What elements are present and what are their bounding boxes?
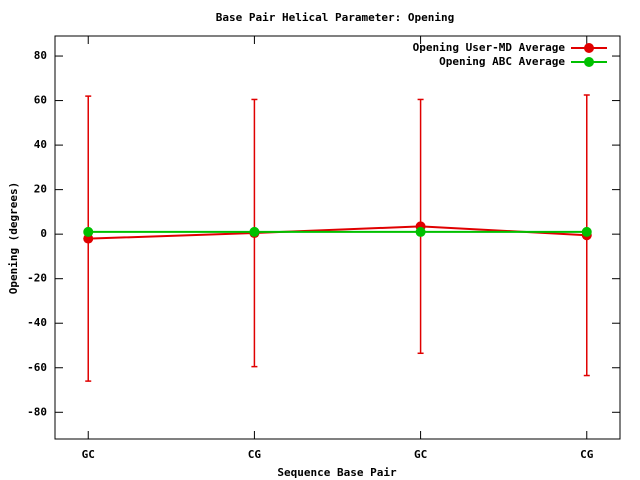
point [415, 226, 426, 237]
plot-frame [54, 35, 621, 440]
y-tick-label: 40 [34, 138, 47, 151]
legend-label: Opening User-MD Average [413, 41, 566, 54]
y-tick-label: -60 [27, 361, 47, 374]
point [581, 226, 592, 237]
y-tick-label: -40 [27, 316, 47, 329]
y-tick-label: 20 [34, 183, 47, 196]
y-tick-label: 0 [40, 227, 47, 240]
x-tick-label: GC [414, 448, 427, 461]
y-axis-label: Opening (degrees) [7, 182, 20, 295]
series-line [88, 225, 587, 240]
legend-label: Opening ABC Average [439, 55, 565, 68]
y-tick-label: 80 [34, 49, 47, 62]
point [249, 226, 260, 237]
y-tick-label: -20 [27, 272, 47, 285]
legend-marker [584, 57, 594, 67]
x-axis-label: Sequence Base Pair [277, 466, 397, 479]
chart-title: Base Pair Helical Parameter: Opening [216, 11, 454, 24]
point [83, 226, 94, 237]
x-tick-label: CG [580, 448, 594, 461]
x-tick-label: CG [248, 448, 262, 461]
x-tick-label: GC [82, 448, 95, 461]
y-tick-label: -80 [27, 405, 47, 418]
legend-marker [584, 43, 594, 53]
y-tick-label: 60 [34, 94, 47, 107]
